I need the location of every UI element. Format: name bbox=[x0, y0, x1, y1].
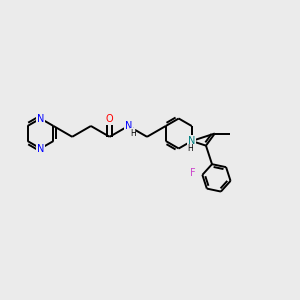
Text: H: H bbox=[187, 144, 193, 153]
Text: N: N bbox=[124, 121, 132, 131]
Text: F: F bbox=[190, 168, 196, 178]
Text: N: N bbox=[37, 113, 44, 124]
Text: H: H bbox=[130, 129, 136, 138]
Text: O: O bbox=[106, 114, 113, 124]
Text: N: N bbox=[188, 136, 195, 146]
Text: N: N bbox=[37, 143, 44, 154]
